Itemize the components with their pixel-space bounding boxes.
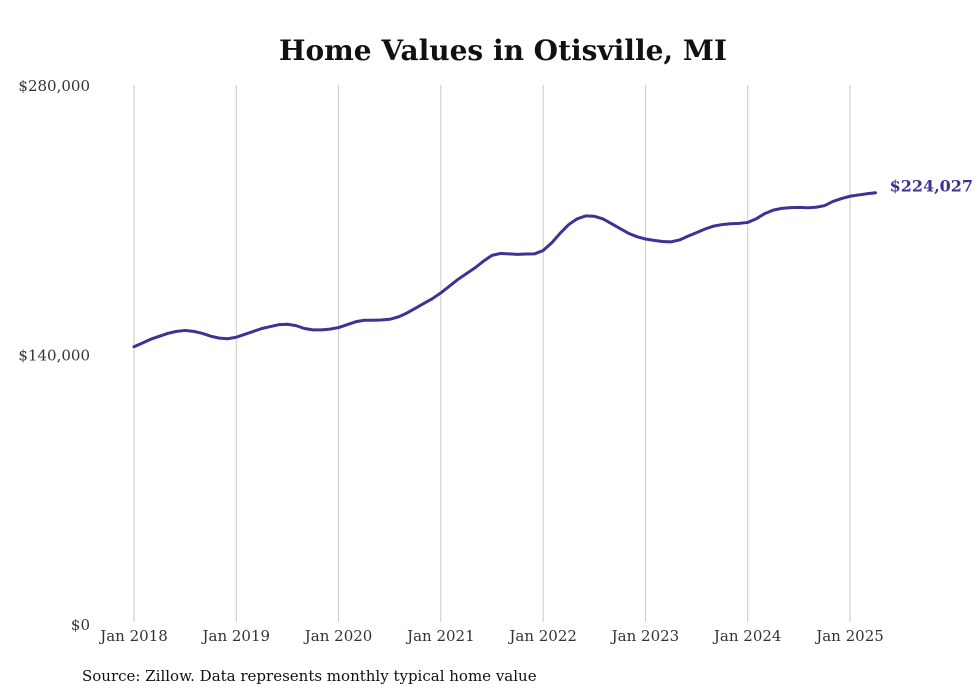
y-tick-label: $280,000 (18, 77, 90, 95)
x-axis-ticks: Jan 2018 Jan 2019 Jan 2020 Jan 2021 Jan 2022… (98, 627, 884, 645)
x-tick-label: Jan 2020 (303, 627, 373, 645)
x-tick-label: Jan 2024 (712, 627, 782, 645)
y-axis-ticks: $0 $140,000 $280,000 (18, 77, 90, 634)
x-tick-label: Jan 2018 (98, 627, 168, 645)
end-value-label: $224,027 (890, 177, 974, 196)
x-tick-label: Jan 2025 (814, 627, 884, 645)
x-tick-label: Jan 2023 (610, 627, 680, 645)
source-note: Source: Zillow. Data represents monthly … (82, 667, 537, 685)
gridlines (133, 85, 851, 622)
x-tick-label: Jan 2021 (405, 627, 475, 645)
y-tick-label: $140,000 (18, 347, 90, 365)
x-tick-label: Jan 2022 (507, 627, 577, 645)
chart-title: Home Values in Otisville, MI (279, 34, 727, 67)
x-tick-label: Jan 2019 (201, 627, 271, 645)
series-line (132, 191, 878, 349)
y-tick-label: $0 (71, 616, 90, 634)
